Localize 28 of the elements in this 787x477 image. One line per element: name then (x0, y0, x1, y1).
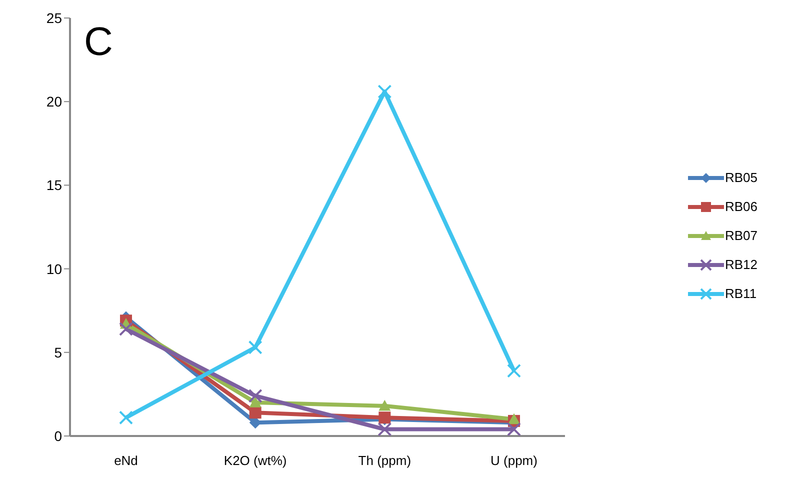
y-tick-label: 0 (54, 428, 62, 444)
point (378, 400, 391, 411)
point (378, 84, 392, 99)
point (508, 413, 520, 424)
point (119, 410, 133, 425)
legend-label: RB12 (725, 257, 758, 272)
point (248, 388, 262, 403)
y-tick-label: 10 (46, 260, 62, 277)
x-tick-label: eNd (114, 453, 138, 468)
y-tick-label: 5 (54, 344, 62, 360)
point (507, 364, 521, 378)
x-tick-label: K2O (wt%) (224, 453, 287, 468)
legend-label: RB11 (725, 286, 757, 301)
point (249, 396, 262, 408)
point (248, 340, 262, 354)
y-tick-label: 25 (46, 10, 62, 26)
point (378, 422, 392, 436)
legend-label: RB07 (725, 228, 758, 243)
point (119, 322, 133, 336)
chart-title: C (84, 20, 113, 64)
point (249, 406, 262, 419)
legend-label: RB05 (725, 170, 758, 185)
legend-label: RB06 (725, 199, 758, 214)
y-tick-label: 15 (46, 177, 62, 194)
y-tick-label: 20 (46, 94, 62, 110)
x-tick-label: Th (ppm) (358, 453, 412, 468)
x-tick-label: U (ppm) (490, 453, 538, 468)
point (507, 422, 521, 436)
